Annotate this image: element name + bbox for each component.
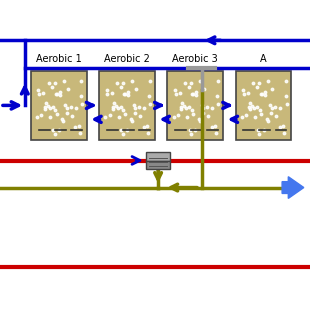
Bar (146, 161, 170, 169)
Text: Aerobic 1: Aerobic 1 (36, 54, 82, 64)
FancyArrow shape (282, 177, 304, 198)
Text: A: A (260, 54, 267, 64)
Bar (99, 71, 155, 140)
Bar (31, 71, 87, 140)
Bar (236, 71, 291, 140)
Bar (146, 152, 170, 161)
Text: Aerobic 3: Aerobic 3 (172, 54, 218, 64)
Text: Aerobic 2: Aerobic 2 (104, 54, 150, 64)
Bar (167, 71, 223, 140)
